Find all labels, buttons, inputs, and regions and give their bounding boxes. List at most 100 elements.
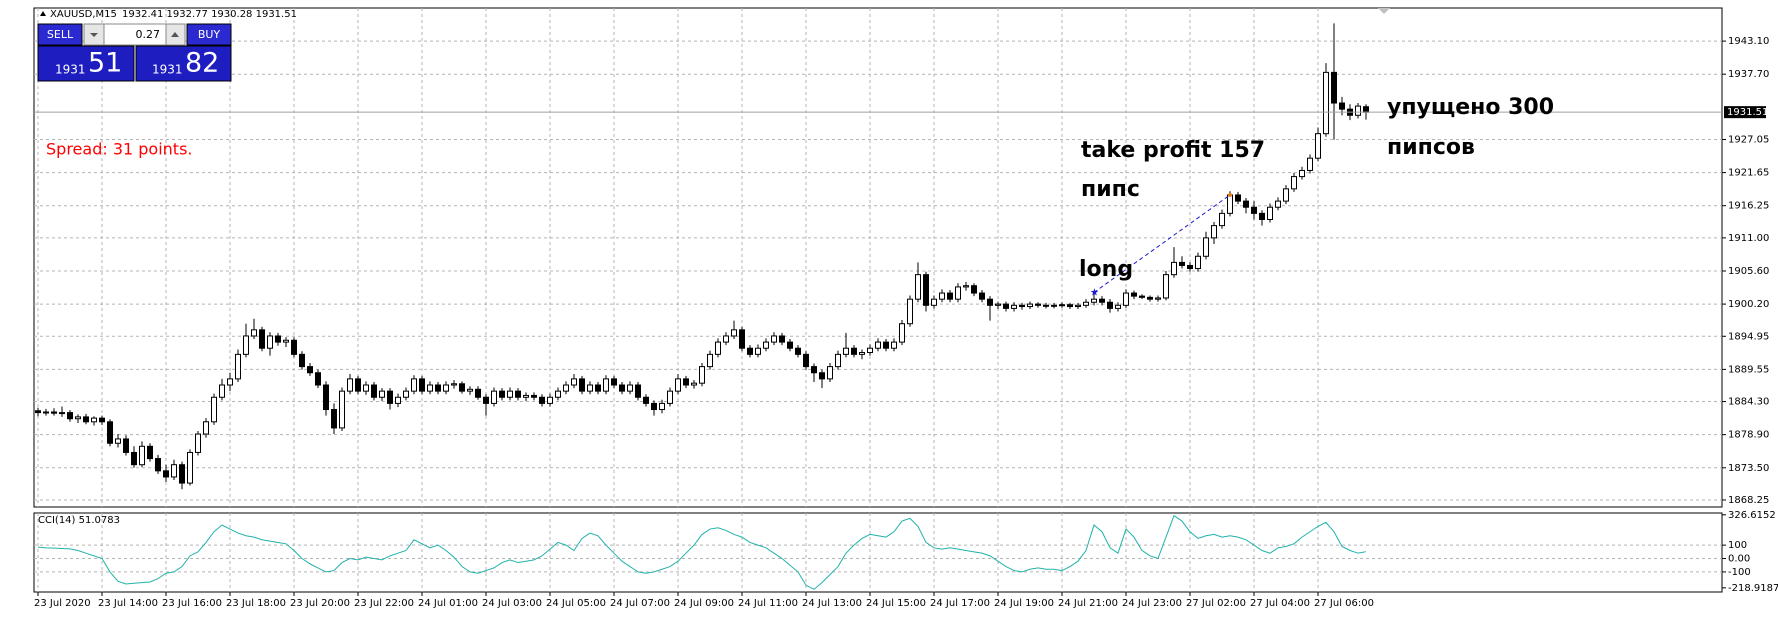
y2-tick-label: -100	[1728, 567, 1751, 578]
y-tick-label: 1878.90	[1728, 430, 1769, 441]
x-tick-label: 23 Jul 2020	[34, 598, 91, 609]
candle-body	[203, 421, 209, 435]
down-arrow	[90, 33, 98, 37]
candle-body	[955, 286, 961, 300]
y2-tick-label: 0.00	[1728, 554, 1750, 565]
candle-body	[123, 438, 129, 453]
candle-body	[963, 285, 969, 288]
candle-body	[1315, 133, 1321, 159]
y2-tick-label: 326.6152	[1728, 510, 1776, 521]
candle-body	[811, 366, 817, 374]
candle-body	[987, 298, 993, 306]
candle-body	[435, 384, 441, 392]
candle-body	[427, 384, 433, 392]
shift-marker	[1378, 8, 1390, 14]
collapse-icon[interactable]	[40, 11, 46, 16]
candle-body	[1187, 264, 1193, 270]
candle-body	[1043, 304, 1049, 307]
candle-body	[235, 353, 241, 380]
candle-body	[1083, 301, 1089, 306]
candle-body	[579, 378, 585, 392]
candle-body	[299, 353, 305, 368]
grid: 1943.10 1937.70 1927.05 1921.65 1916.25 1911.…	[34, 8, 1778, 609]
candle-body	[915, 274, 921, 300]
y-tick-label: 1873.50	[1728, 463, 1769, 474]
candle-body	[923, 274, 929, 306]
candle-body	[443, 384, 449, 392]
symbol: XAUUSD,M15	[50, 9, 117, 20]
lot-value: 0.27	[136, 28, 161, 41]
candle-body	[771, 335, 777, 343]
buy-button[interactable]	[186, 23, 232, 46]
candle-body	[499, 390, 505, 398]
candle-body	[307, 366, 313, 374]
candle-body	[339, 390, 345, 429]
x-tick-label: 24 Jul 23:00	[1122, 598, 1182, 609]
x-tick-label: 23 Jul 18:00	[226, 598, 286, 609]
annotation: пипс	[1081, 177, 1140, 202]
candle-body	[843, 347, 849, 355]
indicator-line	[37, 514, 1367, 590]
candle-body	[819, 372, 825, 380]
candle-body	[611, 378, 617, 386]
candle-body	[755, 347, 761, 355]
buy-price-big: 1931	[152, 63, 183, 77]
candle-body	[995, 303, 1001, 306]
x-tick-label: 24 Jul 13:00	[802, 598, 862, 609]
candle-body	[75, 416, 81, 420]
sell-label[interactable]: SELL	[47, 28, 74, 41]
candle-body	[619, 384, 625, 392]
candle-body	[371, 384, 377, 398]
candle-body	[603, 378, 609, 392]
candle-body	[1219, 212, 1225, 227]
candle-body	[1123, 292, 1129, 306]
candle-body	[387, 390, 393, 404]
x-tick-label: 24 Jul 11:00	[738, 598, 798, 609]
quote: 1932.41 1932.77 1930.28 1931.51	[122, 9, 297, 20]
candle-body	[547, 396, 553, 404]
candle-body	[1227, 194, 1233, 214]
sell-price-box[interactable]	[37, 45, 135, 82]
candle-body	[67, 412, 73, 420]
candle-body	[459, 383, 465, 392]
candle-body	[395, 396, 401, 404]
candle-body	[675, 378, 681, 392]
buy-price-box[interactable]	[135, 45, 232, 82]
last-price-box	[1724, 106, 1766, 119]
candle-body	[1307, 157, 1313, 171]
candle-body	[515, 390, 521, 398]
x-tick-label: 23 Jul 22:00	[354, 598, 414, 609]
entry-marker: ★	[1090, 287, 1099, 298]
candle-body	[531, 394, 537, 398]
candle-body	[715, 341, 721, 355]
candle-body	[171, 464, 177, 478]
candle-body	[739, 329, 745, 349]
candle-body	[43, 411, 49, 414]
tp-marker	[1228, 192, 1232, 197]
y2-tick-label: 100	[1728, 540, 1747, 551]
candle-body	[283, 339, 289, 343]
candle-body	[227, 378, 233, 386]
candle-body	[643, 396, 649, 404]
y-tick-label: 1894.95	[1728, 331, 1769, 342]
candle-body	[947, 292, 953, 300]
candle-body	[1203, 237, 1209, 257]
candle-body	[1267, 206, 1273, 220]
candle-body	[211, 396, 217, 423]
candle-body	[875, 341, 881, 349]
candle-body	[667, 390, 673, 404]
sell-price-small: 51	[88, 48, 122, 79]
candle-body	[315, 372, 321, 386]
candle-body	[323, 384, 329, 411]
candle-body	[379, 390, 385, 398]
sell-button[interactable]	[37, 23, 83, 46]
candle-body	[1331, 71, 1337, 104]
marks: 1931.51 ★	[34, 23, 1768, 590]
candle-body	[571, 378, 577, 386]
last-price-label: 1931.51	[1727, 107, 1768, 118]
candle-body	[467, 388, 473, 392]
candle-body	[107, 421, 113, 444]
candle-body	[163, 470, 169, 478]
candle-body	[1179, 261, 1185, 266]
candle-body	[595, 384, 601, 392]
